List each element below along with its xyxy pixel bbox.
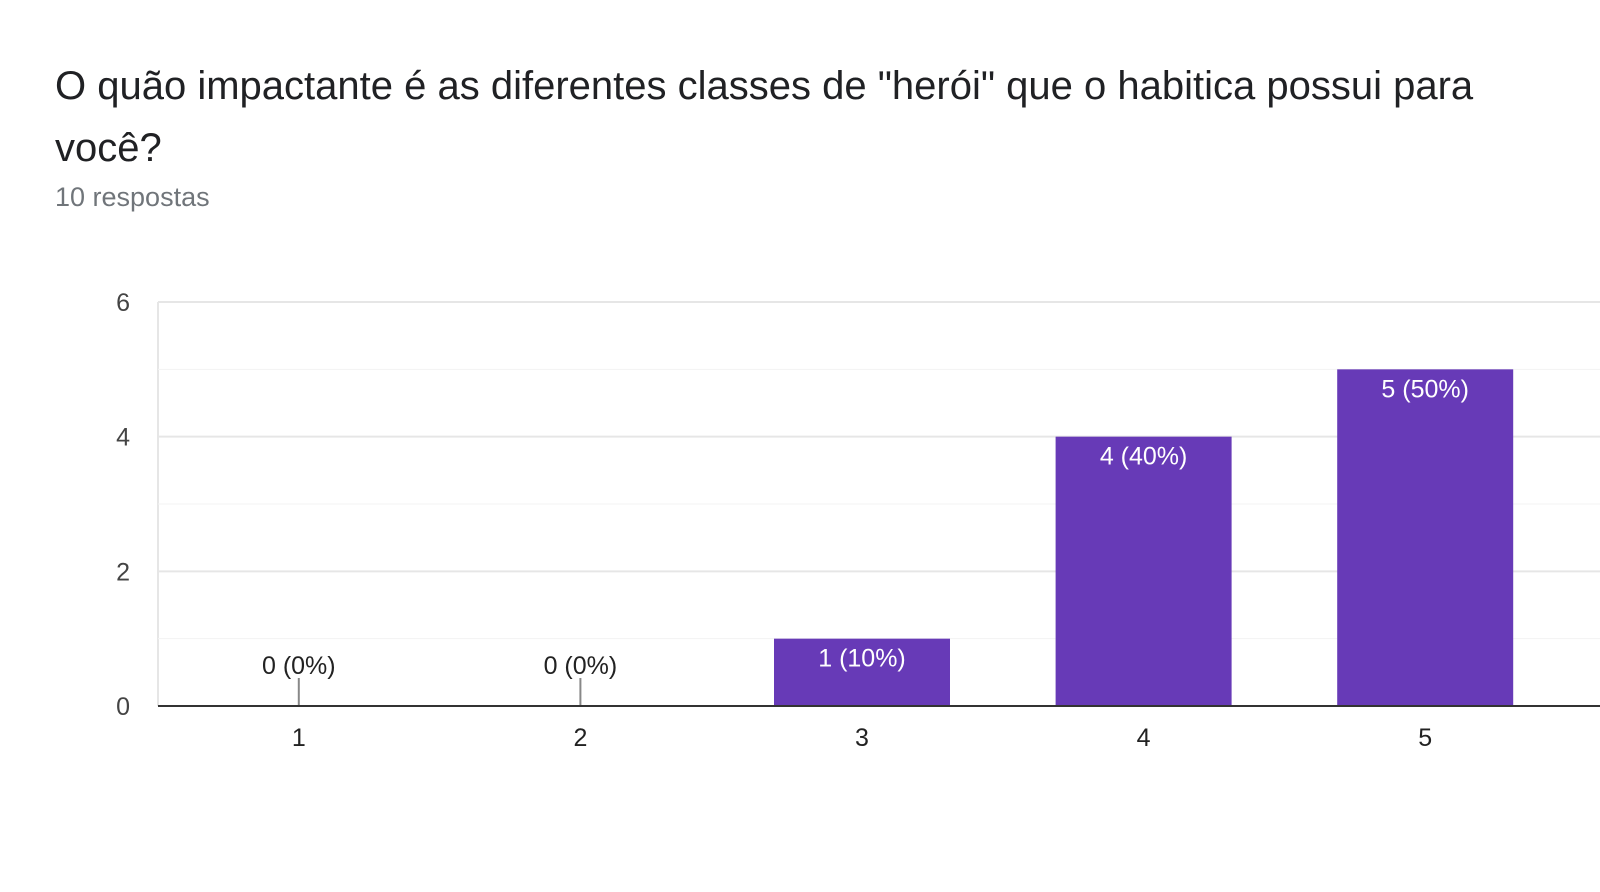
x-tick-label: 4 xyxy=(1137,724,1151,752)
data-label: 1 (10%) xyxy=(818,645,906,673)
y-tick-label: 2 xyxy=(116,558,130,586)
x-axis-ticks: 1 2 3 4 5 xyxy=(158,705,1600,752)
bar xyxy=(774,638,950,706)
data-label: 0 (0%) xyxy=(262,652,336,680)
bars xyxy=(297,369,1514,706)
chart-title: O quão impactante é as diferentes classe… xyxy=(55,64,1474,170)
data-labels: 0 (0%) 0 (0%) 1 (10%) 4 (40%) 5 (50%) xyxy=(262,375,1469,680)
y-tick-label: 0 xyxy=(116,693,130,721)
x-tick-label: 1 xyxy=(292,724,306,752)
x-tick-label: 5 xyxy=(1418,724,1432,752)
y-tick-label: 4 xyxy=(116,424,130,452)
response-count: 10 respostas xyxy=(55,182,210,212)
y-axis-ticks: 0 2 4 6 xyxy=(116,289,130,721)
bar xyxy=(1055,436,1232,706)
data-label: 5 (50%) xyxy=(1381,375,1469,403)
data-label: 4 (40%) xyxy=(1100,443,1188,471)
data-label: 0 (0%) xyxy=(544,652,618,680)
x-tick-label: 2 xyxy=(573,724,587,752)
y-tick-label: 6 xyxy=(116,289,130,317)
bar xyxy=(1337,369,1514,706)
x-tick-label: 3 xyxy=(855,724,869,752)
